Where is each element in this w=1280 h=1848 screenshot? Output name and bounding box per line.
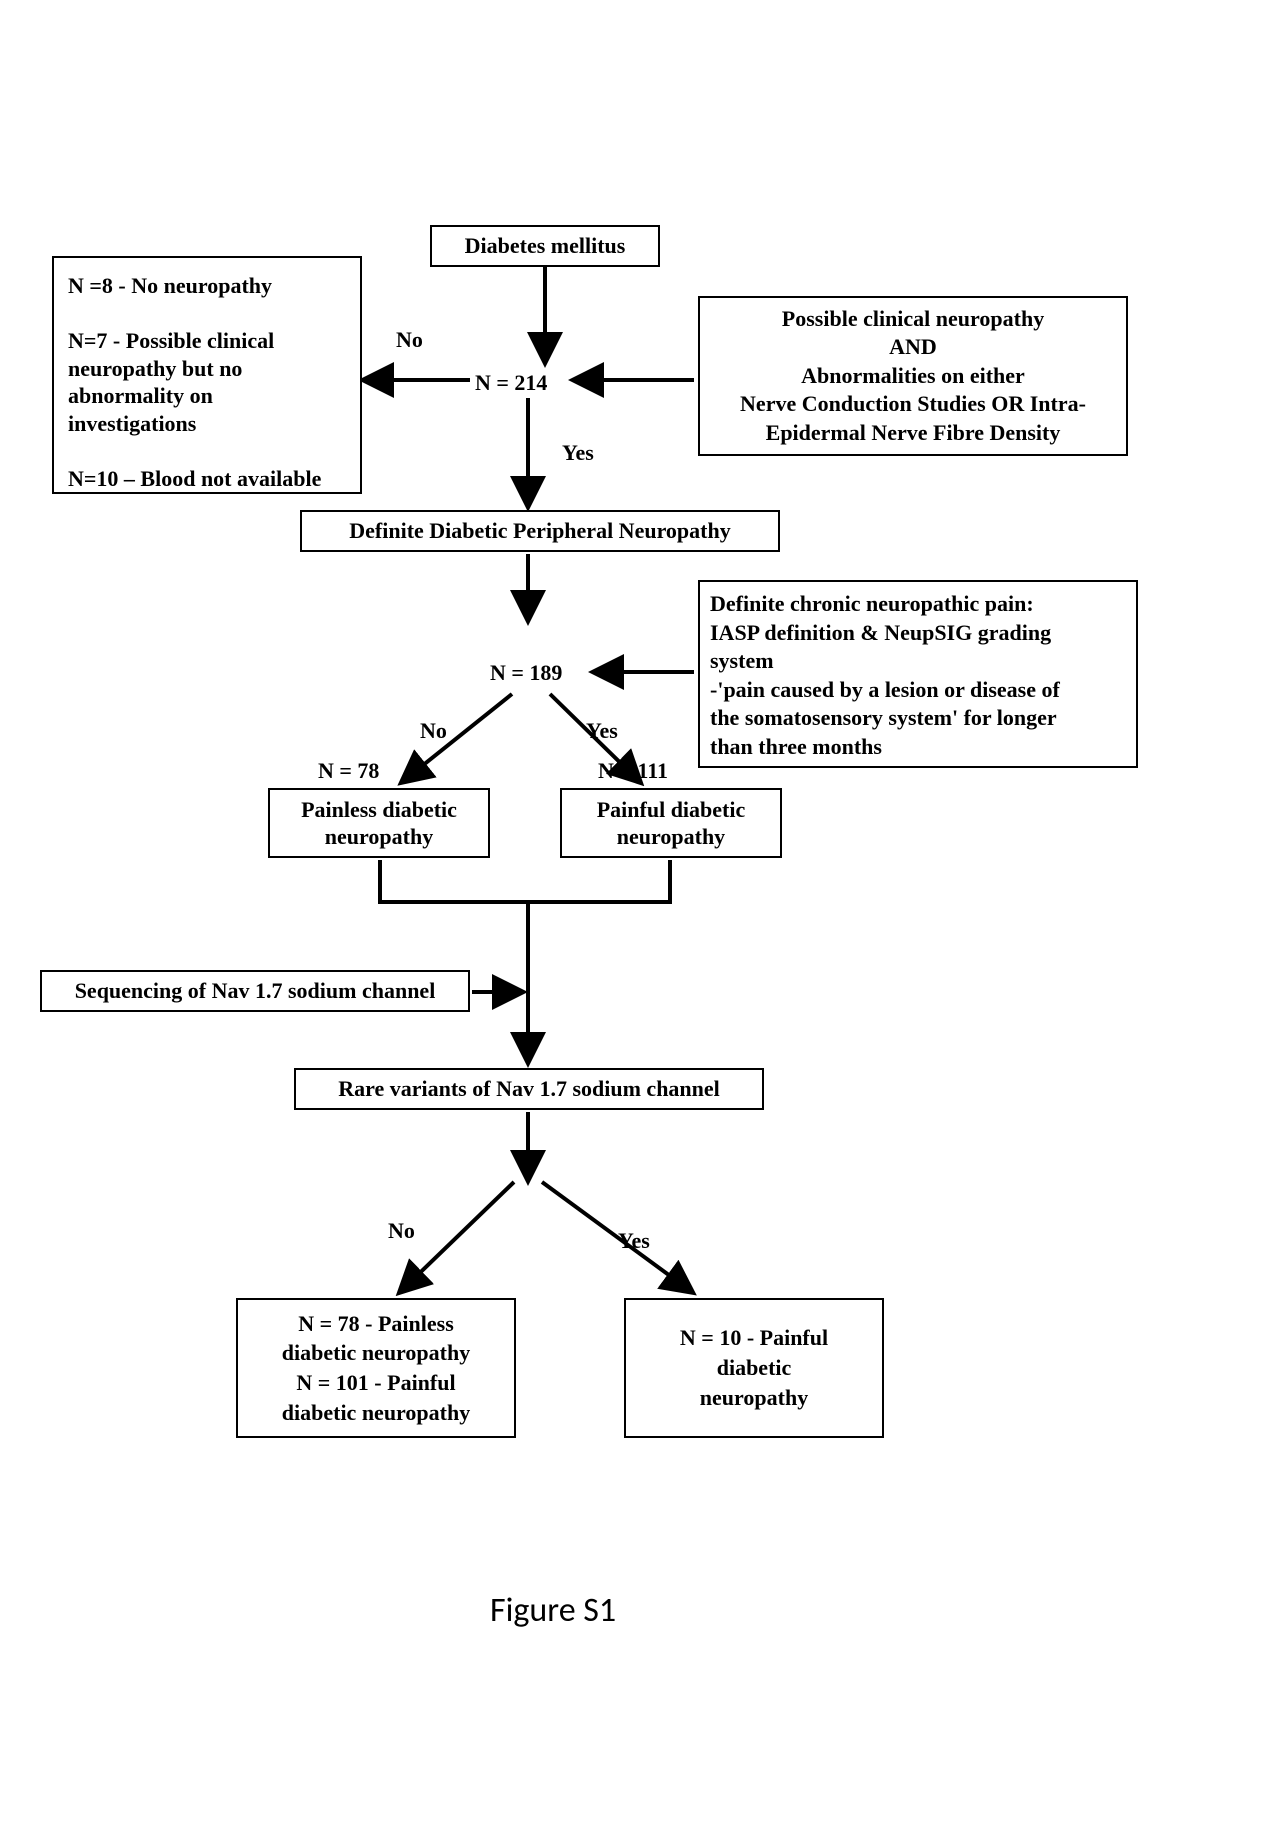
node-rare-label: Rare variants of Nav 1.7 sodium channel	[338, 1076, 720, 1102]
node-criteria1-text: Possible clinical neuropathyANDAbnormali…	[740, 305, 1086, 448]
node-result-no: N = 78 - Painlessdiabetic neuropathyN = …	[236, 1298, 516, 1438]
label-no1: No	[396, 327, 423, 353]
node-result-no-text: N = 78 - Painlessdiabetic neuropathyN = …	[282, 1309, 470, 1428]
node-criteria2-text: Definite chronic neuropathic pain:IASP d…	[710, 590, 1060, 762]
label-n214: N = 214	[475, 370, 547, 396]
label-yes1: Yes	[562, 440, 594, 466]
label-n111: N = 111	[598, 758, 668, 784]
label-no2: No	[420, 718, 447, 744]
node-ddpn-label: Definite Diabetic Peripheral Neuropathy	[349, 518, 730, 544]
node-result-yes-text: N = 10 - Painfuldiabeticneuropathy	[680, 1323, 828, 1412]
node-diabetes: Diabetes mellitus	[430, 225, 660, 267]
figure-caption: Figure S1	[490, 1590, 616, 1631]
node-painful-text: Painful diabeticneuropathy	[597, 796, 746, 851]
label-n78: N = 78	[318, 758, 379, 784]
node-exclusions: N =8 - No neuropathy N=7 - Possible clin…	[52, 256, 362, 494]
label-yes3: Yes	[618, 1228, 650, 1254]
node-painful: Painful diabeticneuropathy	[560, 788, 782, 858]
node-painless: Painless diabeticneuropathy	[268, 788, 490, 858]
label-no3: No	[388, 1218, 415, 1244]
node-sequencing-label: Sequencing of Nav 1.7 sodium channel	[75, 978, 436, 1004]
node-ddpn: Definite Diabetic Peripheral Neuropathy	[300, 510, 780, 552]
node-rare: Rare variants of Nav 1.7 sodium channel	[294, 1068, 764, 1110]
flowchart-stage: Diabetes mellitus N =8 - No neuropathy N…	[0, 0, 1280, 1848]
node-painless-text: Painless diabeticneuropathy	[301, 796, 457, 851]
node-criteria2: Definite chronic neuropathic pain:IASP d…	[698, 580, 1138, 768]
node-sequencing: Sequencing of Nav 1.7 sodium channel	[40, 970, 470, 1012]
label-n189: N = 189	[490, 660, 562, 686]
node-result-yes: N = 10 - Painfuldiabeticneuropathy	[624, 1298, 884, 1438]
label-yes2: Yes	[586, 718, 618, 744]
node-criteria1: Possible clinical neuropathyANDAbnormali…	[698, 296, 1128, 456]
node-exclusions-text: N =8 - No neuropathy N=7 - Possible clin…	[68, 272, 321, 492]
node-diabetes-label: Diabetes mellitus	[465, 233, 626, 259]
